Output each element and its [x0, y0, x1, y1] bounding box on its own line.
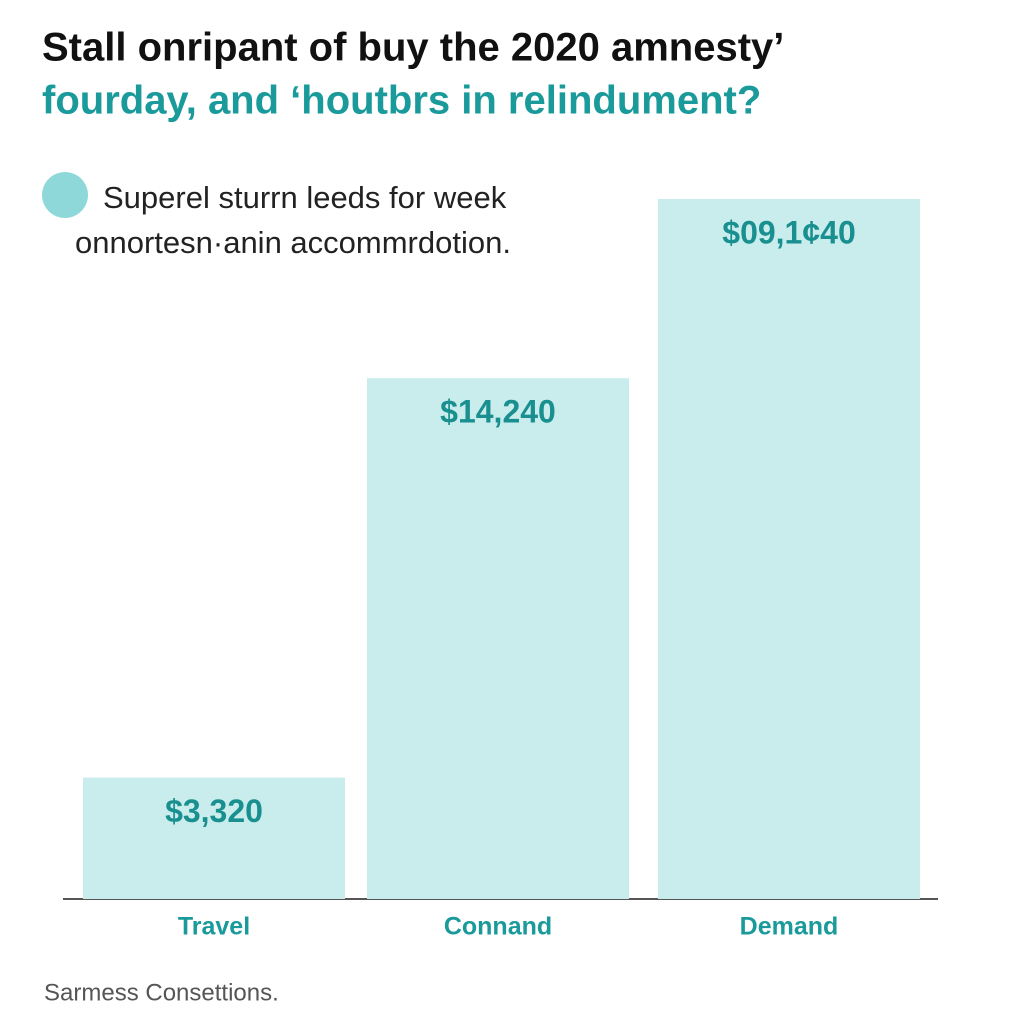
- chart-title: Stall onripant of buy the 2020 amnesty’: [42, 26, 784, 70]
- bar: [658, 199, 920, 899]
- x-tick-label: Demand: [740, 913, 839, 941]
- value-label: $09,1¢40: [722, 214, 855, 250]
- value-label: $3,320: [165, 793, 263, 829]
- legend-swatch: [42, 172, 88, 218]
- x-tick-label: Connand: [444, 913, 552, 941]
- chart-subtitle: fourday, and ‘houtbrs in relindument?: [42, 79, 761, 123]
- x-tick-label: Travel: [178, 913, 250, 941]
- bar: [367, 378, 629, 900]
- bar: [83, 777, 345, 899]
- legend-label: Superel sturrn leeds for week onnortesn·…: [75, 180, 511, 260]
- footnote: Sarmess Consettions.: [44, 979, 279, 1006]
- value-label: $14,240: [440, 394, 556, 430]
